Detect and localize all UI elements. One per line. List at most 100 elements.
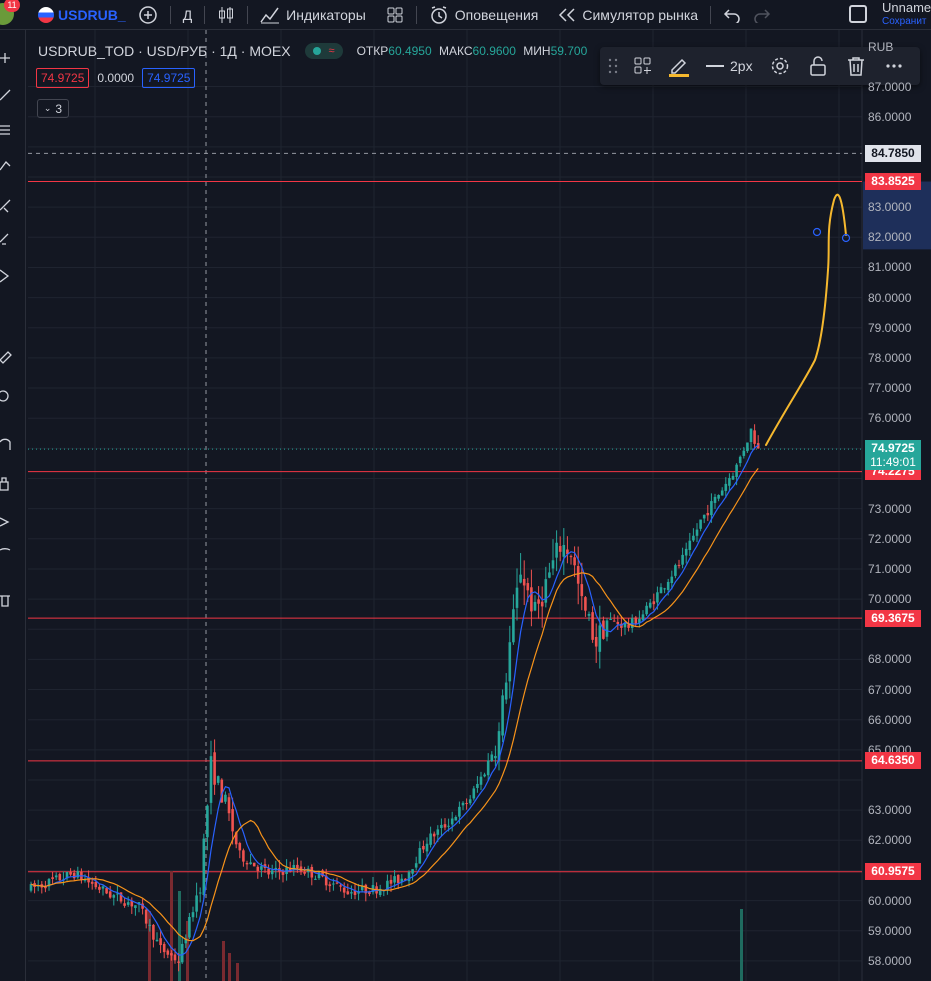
- wave-icon: ≈: [328, 45, 335, 57]
- candle-body: [598, 625, 602, 652]
- open-label: ОТКР: [356, 44, 389, 58]
- candle-body: [447, 825, 450, 827]
- candle-body: [177, 961, 180, 963]
- hide-drawings-icon: [0, 517, 10, 527]
- candle-body: [504, 682, 508, 700]
- undo-button[interactable]: [717, 0, 747, 30]
- candle-body: [627, 624, 630, 628]
- candle-body: [303, 871, 306, 874]
- candle-body: [515, 587, 519, 608]
- indicators-button[interactable]: Индикаторы: [254, 0, 372, 30]
- replay-button[interactable]: Симулятор рынка: [552, 0, 704, 30]
- candle-body: [148, 924, 152, 926]
- more-button[interactable]: [875, 47, 913, 85]
- candle-body: [245, 863, 249, 865]
- candle-body: [645, 605, 648, 615]
- candle-body: [461, 802, 465, 806]
- price-tick-label: 76.0000: [868, 411, 912, 426]
- price-chart[interactable]: [0, 30, 931, 981]
- candle-body: [29, 884, 33, 891]
- spread-value: 0.0000: [97, 71, 135, 85]
- candle-body: [101, 886, 105, 889]
- candle-body: [555, 542, 558, 558]
- alerts-label: Оповещения: [454, 6, 539, 23]
- price-tick-label: 87.0000: [868, 79, 912, 94]
- candle-body: [537, 599, 540, 604]
- candle-body: [404, 878, 407, 881]
- fast-moving-average-line: [30, 444, 759, 956]
- indicators-collapse-button[interactable]: ⌄ 3: [37, 99, 69, 118]
- fib-tool-icon: [0, 125, 10, 135]
- templates-button[interactable]: [380, 0, 410, 30]
- candle-body: [69, 871, 72, 875]
- symbol-search-button[interactable]: USDRUB_: [32, 0, 132, 30]
- candle-body: [479, 776, 483, 785]
- interval-button[interactable]: Д: [182, 6, 193, 23]
- candle-body: [310, 866, 314, 878]
- market-status[interactable]: ≈: [304, 43, 343, 59]
- candle-body: [432, 833, 436, 837]
- ask-button[interactable]: 74.9725: [142, 68, 196, 88]
- plus-circle-icon: [138, 5, 157, 24]
- candle-body: [490, 754, 494, 761]
- legend-title[interactable]: USDRUB_TOD · USD/РУБ · 1Д · MOEX: [38, 43, 291, 59]
- template-button[interactable]: [626, 47, 660, 85]
- redo-button[interactable]: [747, 0, 777, 30]
- notification-badge[interactable]: 11: [4, 0, 20, 12]
- high-value: 60.9600: [472, 44, 516, 58]
- candle-body: [666, 581, 670, 590]
- candle-body: [594, 636, 598, 647]
- compare-button[interactable]: [132, 0, 164, 30]
- candle-body: [76, 871, 80, 878]
- candle-body: [130, 900, 134, 907]
- line-width-button[interactable]: 2px: [698, 47, 761, 85]
- alerts-button[interactable]: Оповещения: [423, 0, 545, 30]
- template-icon: [634, 57, 651, 74]
- candle-body: [573, 557, 576, 566]
- drawing-toolbar: 2px: [600, 47, 920, 85]
- ohlc-values: ОТКР60.4950 МАКС60.9600 МИН59.700: [357, 44, 588, 58]
- candle-body: [108, 891, 112, 898]
- trash-icon: [847, 57, 864, 76]
- candle-body: [267, 868, 270, 875]
- candle-body: [389, 879, 393, 884]
- more-icon: [885, 64, 902, 68]
- volume-bar: [236, 963, 239, 981]
- price-tick-label: 58.0000: [868, 953, 912, 968]
- candle-body: [695, 529, 699, 536]
- candle-body: [198, 892, 202, 894]
- settings-button[interactable]: [761, 47, 799, 85]
- user-menu[interactable]: Unname Сохранит: [882, 1, 931, 29]
- drag-handle[interactable]: [600, 47, 626, 85]
- candle-body: [684, 548, 688, 556]
- candle-body: [155, 939, 159, 942]
- delete-button[interactable]: [837, 47, 875, 85]
- candle-body: [83, 879, 87, 881]
- candle-body: [638, 618, 641, 623]
- candle-body: [51, 877, 54, 880]
- candle-body: [209, 756, 213, 803]
- candle-body: [753, 430, 756, 444]
- candle-body: [123, 903, 126, 906]
- candle-body: [144, 909, 148, 924]
- fullscreen-icon[interactable]: [849, 5, 867, 23]
- candle-body: [443, 824, 447, 828]
- candle-body: [112, 895, 116, 898]
- drawing-anchor-start: [812, 227, 822, 237]
- level-price-tag: 64.6350: [865, 752, 921, 770]
- candle-body: [735, 464, 738, 477]
- candle-body: [159, 938, 162, 946]
- candle-body: [105, 888, 108, 894]
- candle-body: [612, 620, 616, 622]
- lock-button[interactable]: [799, 47, 837, 85]
- candle-body: [472, 788, 476, 799]
- bid-button[interactable]: 74.9725: [36, 68, 90, 88]
- chart-type-button[interactable]: [211, 0, 241, 30]
- candle-body: [738, 456, 742, 464]
- color-button[interactable]: [660, 47, 698, 85]
- price-tick-label: 72.0000: [868, 531, 912, 546]
- pencil-icon: [669, 58, 689, 77]
- symbol-label: USDRUB_: [58, 6, 126, 23]
- candle-body: [562, 545, 566, 557]
- candle-body: [468, 799, 472, 804]
